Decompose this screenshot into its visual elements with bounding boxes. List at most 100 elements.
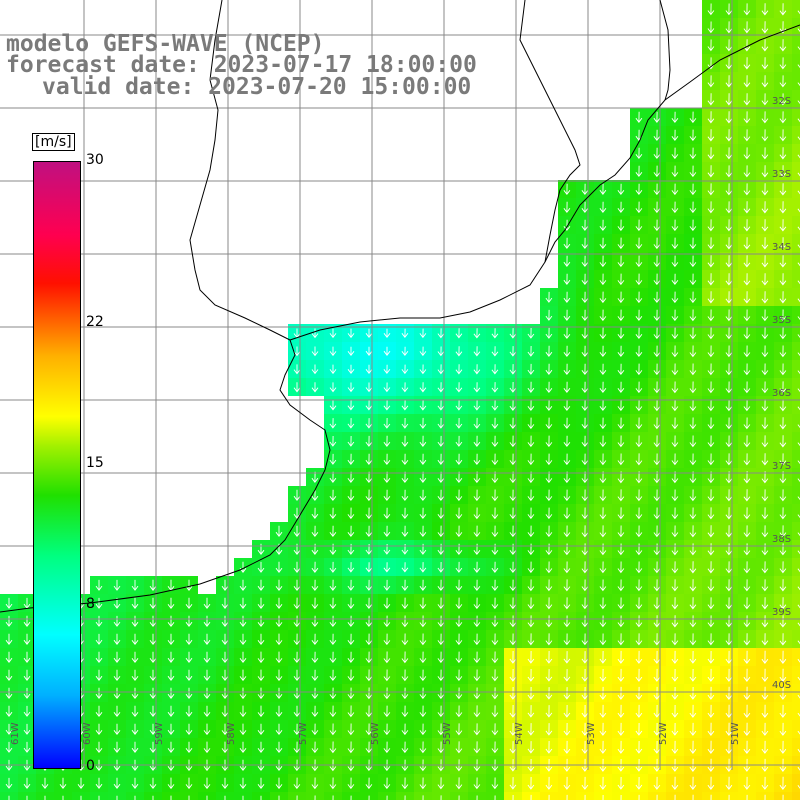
wind-cell — [792, 234, 800, 252]
wind-arrow — [635, 291, 643, 304]
wind-arrow — [563, 722, 571, 736]
wind-arrow — [221, 741, 229, 754]
wind-arrow — [725, 21, 733, 34]
wind-arrow — [203, 741, 211, 754]
wind-arrow — [653, 327, 661, 340]
wind-arrow — [653, 255, 661, 268]
wind-arrow — [419, 435, 427, 447]
wind-arrow — [797, 298, 800, 303]
wind-arrow — [329, 346, 337, 357]
wind-arrow — [635, 722, 643, 736]
wind-arrow — [473, 543, 481, 556]
wind-arrow — [563, 561, 571, 574]
wind-arrow — [383, 687, 391, 700]
wind-arrow — [437, 328, 445, 339]
wind-arrow — [581, 435, 589, 448]
wind-arrow — [239, 651, 247, 664]
wind-arrow — [422, 795, 424, 800]
wind-arrow — [707, 740, 715, 754]
wind-arrow — [797, 208, 800, 213]
wind-arrow — [365, 507, 373, 520]
wind-arrow — [149, 597, 157, 609]
wind-arrow — [527, 579, 535, 592]
wind-arrow — [545, 687, 553, 700]
wind-arrow — [689, 201, 697, 214]
wind-arrow — [599, 381, 607, 394]
wind-arrow — [725, 255, 733, 268]
wind-arrow — [437, 507, 445, 520]
wind-arrow — [527, 668, 535, 682]
wind-arrow — [563, 543, 571, 556]
wind-arrow — [401, 562, 409, 573]
wind-arrow — [743, 686, 751, 700]
wind-arrow — [797, 640, 800, 645]
wind-arrow — [743, 507, 751, 520]
wind-arrow — [617, 668, 625, 682]
wind-arrow — [383, 579, 391, 591]
wind-arrow — [599, 633, 607, 646]
wind-arrow — [170, 795, 172, 800]
wind-arrow — [149, 687, 157, 699]
wind-arrow — [653, 776, 661, 790]
wind-arrow — [617, 237, 625, 250]
wind-arrow — [113, 615, 121, 627]
wind-arrow — [725, 704, 733, 718]
wind-arrow — [653, 201, 661, 214]
wind-arrow — [383, 705, 391, 718]
wind-arrow — [329, 382, 337, 393]
lat-lon-grid — [0, 0, 800, 770]
wind-arrow — [275, 777, 283, 790]
wind-arrow — [689, 291, 697, 304]
wind-arrow — [491, 364, 499, 375]
wind-cell — [792, 216, 800, 234]
wind-arrow — [671, 309, 679, 322]
wind-arrow — [293, 489, 301, 501]
wind-arrow — [581, 345, 589, 358]
wind-arrow — [653, 507, 661, 520]
wind-arrow — [689, 525, 697, 538]
wind-arrow — [113, 741, 121, 753]
wind-arrow — [527, 381, 535, 393]
wind-arrow — [779, 39, 787, 52]
wind-arrow — [689, 650, 697, 664]
wind-arrow — [491, 651, 499, 664]
wind-arrow — [635, 219, 643, 232]
wind-arrow — [491, 328, 499, 339]
wind-arrow — [26, 795, 28, 800]
wind-arrow — [725, 129, 733, 142]
wind-arrow — [329, 418, 337, 429]
wind-arrow — [509, 453, 517, 466]
lon-label: 56W — [370, 722, 381, 745]
wind-arrow — [617, 327, 625, 340]
wind-arrow — [779, 255, 787, 268]
wind-arrow — [527, 417, 535, 430]
wind-arrow — [635, 650, 643, 664]
wind-arrow — [761, 219, 769, 232]
wind-arrow — [689, 399, 697, 412]
wind-arrow — [797, 334, 800, 339]
wind-arrow — [509, 741, 517, 754]
wind-arrow — [23, 777, 31, 789]
wind-arrow — [383, 723, 391, 736]
wind-arrow — [527, 633, 535, 646]
wind-arrow — [689, 633, 697, 646]
wind-arrow — [311, 579, 319, 592]
wind-arrow — [419, 417, 427, 429]
wind-arrow — [797, 550, 800, 555]
wind-arrow — [599, 327, 607, 340]
wind-arrow — [509, 381, 517, 393]
wind-arrow — [275, 669, 283, 682]
wind-arrow — [473, 382, 481, 393]
wind-arrow — [761, 291, 769, 304]
wind-arrow — [401, 651, 409, 664]
wind-arrow — [581, 615, 589, 628]
wind-arrow — [584, 794, 586, 800]
wind-cell — [792, 252, 800, 270]
wind-arrow — [743, 273, 751, 286]
wind-arrow — [581, 579, 589, 592]
wind-arrow — [383, 615, 391, 628]
wind-arrow — [581, 219, 589, 231]
wind-arrow — [743, 597, 751, 610]
wind-arrow — [581, 633, 589, 646]
wind-arrow — [545, 309, 553, 321]
